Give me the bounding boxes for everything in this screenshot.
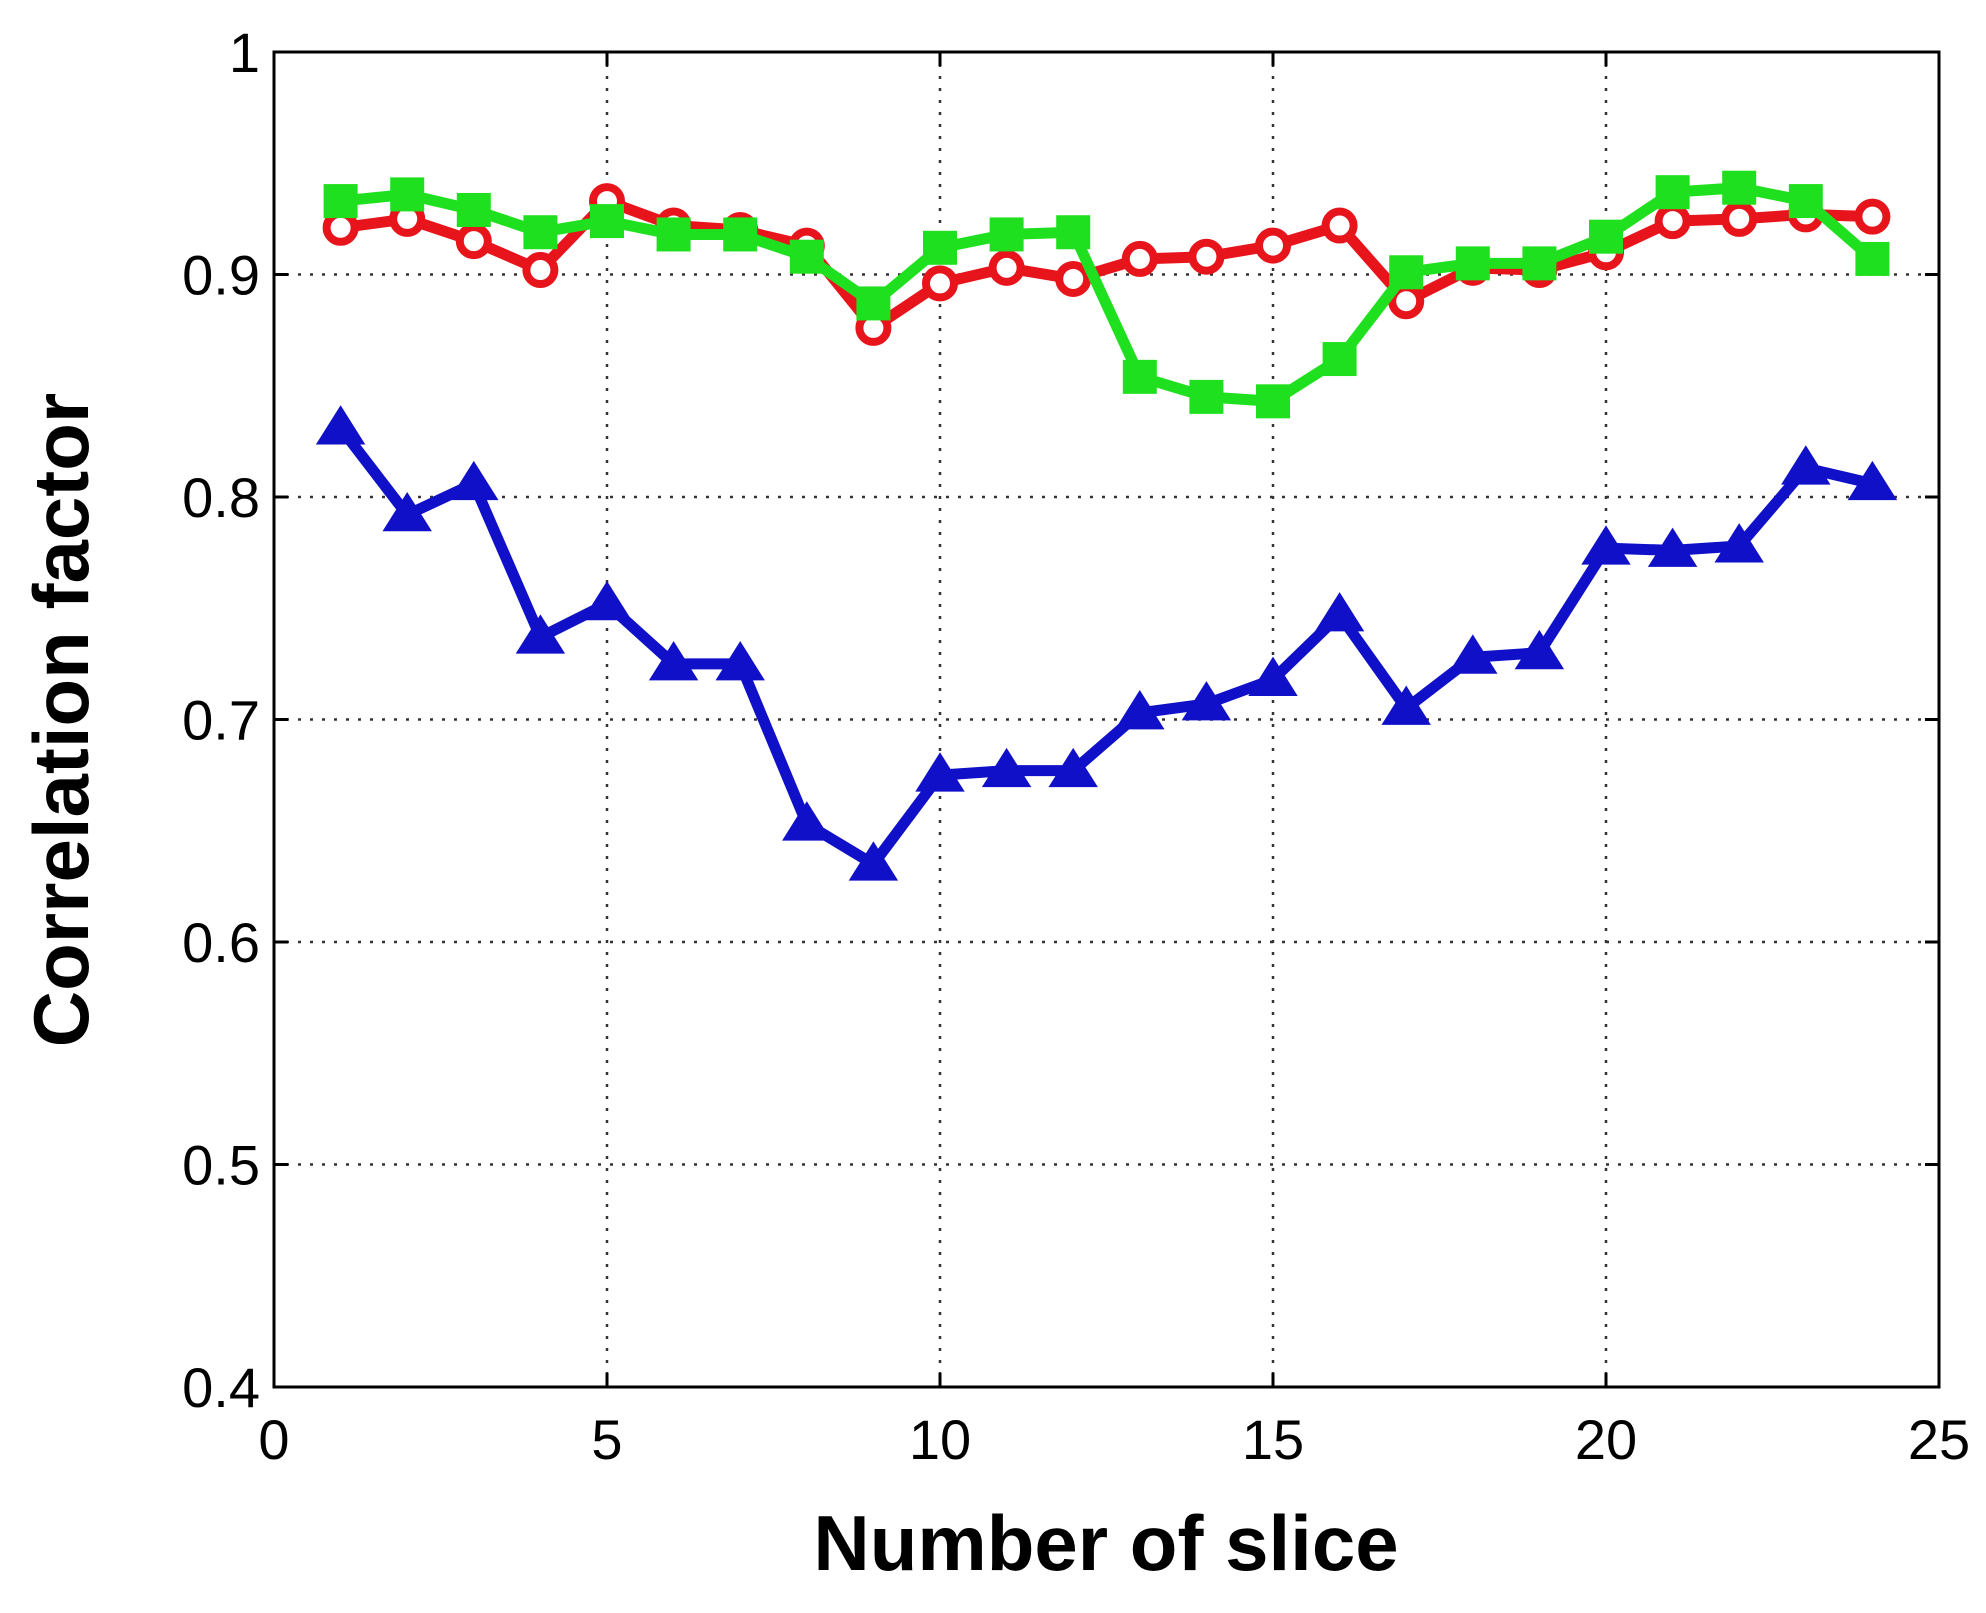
data-point <box>1721 200 1758 237</box>
x-tick-label: 0 <box>258 1408 289 1471</box>
data-point <box>1722 170 1757 205</box>
data-point <box>1589 219 1623 254</box>
data-point <box>522 252 559 289</box>
data-point <box>515 614 566 654</box>
data-point <box>656 217 691 252</box>
data-point <box>648 641 699 681</box>
series-line <box>336 424 1874 870</box>
data-point <box>988 249 1025 286</box>
data-point <box>923 230 957 265</box>
data-point <box>390 177 425 212</box>
data-point <box>1448 634 1498 674</box>
x-tick-label: 15 <box>1242 1408 1304 1471</box>
data-point <box>523 215 558 250</box>
series-layer <box>315 170 1898 881</box>
data-point <box>789 239 824 274</box>
x-tick-label: 10 <box>909 1408 971 1471</box>
data-point <box>456 192 491 227</box>
data-point <box>1455 246 1490 281</box>
data-point <box>1581 525 1631 565</box>
data-point <box>582 580 632 621</box>
y-tick-labels: 0.4 0.5 0.6 0.7 0.8 0.9 1 <box>182 21 260 1419</box>
data-point <box>323 184 358 219</box>
data-point <box>449 460 499 501</box>
data-point <box>315 405 366 445</box>
data-point <box>1855 241 1890 276</box>
y-axis-label: Correlation factor <box>17 393 105 1047</box>
x-tick-labels: 0 5 10 15 20 25 <box>258 1408 1970 1471</box>
data-point <box>1048 747 1098 788</box>
data-point <box>1655 175 1690 210</box>
plot-frame <box>272 50 1941 1389</box>
series-line <box>340 182 1877 407</box>
data-point <box>1188 238 1225 275</box>
data-point <box>1056 215 1091 250</box>
series-1 <box>315 405 1898 881</box>
data-point <box>1189 379 1224 414</box>
data-point <box>1314 592 1365 632</box>
y-tick-label: 0.8 <box>182 466 260 529</box>
data-point <box>1522 246 1557 281</box>
y-tick-label: 1 <box>229 21 260 84</box>
data-point <box>723 217 758 252</box>
data-point <box>590 204 624 239</box>
y-tick-label: 0.4 <box>182 1356 260 1419</box>
data-point <box>1322 342 1357 377</box>
data-point <box>1121 240 1158 277</box>
data-point <box>382 491 432 532</box>
data-point <box>1647 527 1698 567</box>
data-point <box>1514 629 1565 670</box>
x-tick-label: 5 <box>591 1408 622 1471</box>
x-tick-label: 20 <box>1575 1408 1637 1471</box>
data-point <box>1847 460 1898 501</box>
data-point <box>922 265 958 302</box>
data-point <box>1122 359 1157 394</box>
data-point <box>1381 685 1431 725</box>
data-point <box>989 217 1024 252</box>
data-point <box>1781 445 1831 485</box>
y-tick-label: 0.6 <box>182 911 260 974</box>
data-point <box>856 286 891 321</box>
data-point <box>1654 203 1691 240</box>
grid-lines <box>272 50 1941 1389</box>
data-point <box>1181 681 1232 721</box>
data-point <box>1055 260 1092 297</box>
x-axis-label: Number of slice <box>813 1499 1398 1587</box>
data-point <box>1321 207 1358 244</box>
data-point <box>1256 384 1290 419</box>
y-tick-label: 0.5 <box>182 1134 260 1197</box>
data-point <box>1389 255 1424 290</box>
data-point <box>848 841 899 881</box>
x-tick-label: 25 <box>1908 1408 1970 1471</box>
data-point <box>1115 690 1165 730</box>
data-point <box>1255 227 1291 264</box>
y-tick-label: 0.7 <box>182 689 260 752</box>
series-3 <box>323 170 1890 419</box>
data-point <box>1248 656 1298 696</box>
data-point <box>981 747 1032 788</box>
data-point <box>1854 198 1891 235</box>
data-point <box>782 801 832 841</box>
y-tick-label: 0.9 <box>182 244 260 307</box>
data-point <box>715 641 765 681</box>
data-point <box>1714 523 1764 563</box>
data-point <box>455 223 492 260</box>
data-point <box>915 752 965 792</box>
data-point <box>1788 184 1823 219</box>
